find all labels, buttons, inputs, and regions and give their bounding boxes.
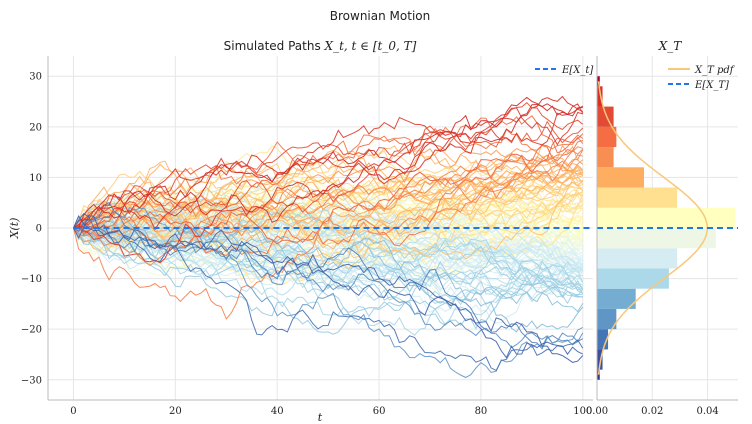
terminal-x-tick-label: 0.00 — [586, 406, 608, 417]
histogram-bar — [597, 147, 614, 168]
paths-axes: 0 20 40 60 80 100 −30 −20 −10 0 10 20 30 — [21, 56, 593, 417]
paths-title-math: X_t, t ∈ [t_0, T] — [324, 39, 417, 53]
path-line — [73, 148, 584, 243]
histogram-bar — [597, 126, 617, 148]
histogram-bar — [597, 167, 644, 188]
path-line — [73, 227, 584, 293]
histogram-bar — [597, 187, 678, 208]
terminal-legend-mean-label: E[X_T] — [694, 80, 729, 91]
path-line — [73, 220, 584, 313]
path-line — [73, 107, 583, 229]
path-line — [73, 227, 583, 330]
histogram-bar — [597, 349, 603, 370]
paths-x-tick-label: 0 — [70, 406, 76, 417]
path-line — [73, 149, 583, 229]
paths-y-tick-label: −30 — [21, 375, 42, 386]
terminal-histogram — [597, 76, 736, 380]
terminal-x-tick-label: 0.02 — [641, 406, 663, 417]
histogram-bar — [597, 369, 600, 380]
terminal-x-tick-label: 0.04 — [696, 406, 718, 417]
path-line — [73, 103, 583, 229]
paths-x-tick-label: 80 — [475, 406, 488, 417]
histogram-bar — [597, 228, 716, 249]
simulated-paths — [73, 95, 584, 379]
histogram-bar — [597, 76, 600, 87]
terminal-legend-pdf-label: X_T pdf — [694, 65, 736, 76]
path-line — [73, 145, 583, 229]
path-line — [73, 95, 584, 231]
terminal-axes: 0.00 0.02 0.04 — [586, 56, 738, 417]
path-line — [73, 172, 583, 250]
histogram-bar — [597, 106, 614, 127]
histogram-bar — [597, 329, 609, 350]
paths-panel: 0 20 40 60 80 100 −30 −20 −10 0 10 20 30 Simulated P… — [8, 39, 593, 424]
paths-legend-mean-label: E[X_t] — [561, 65, 593, 76]
path-line — [73, 227, 583, 335]
paths-y-tick-label: 20 — [29, 122, 42, 133]
path-line — [73, 126, 584, 238]
histogram-bar — [597, 207, 736, 228]
histogram-bar — [597, 288, 636, 309]
path-line — [73, 146, 583, 320]
path-line — [73, 148, 584, 237]
paths-ylabel: X(t) — [8, 218, 21, 240]
paths-x-tick-label: 60 — [373, 406, 386, 417]
path-line — [73, 133, 584, 245]
histogram-bar — [597, 268, 669, 289]
terminal-legend: X_T pdf E[X_T] — [668, 65, 736, 91]
paths-y-tick-label: −20 — [21, 325, 42, 336]
path-line — [73, 149, 584, 267]
path-line — [73, 163, 583, 229]
paths-x-tick-label: 40 — [271, 406, 284, 417]
path-line — [73, 144, 584, 231]
paths-y-tick-label: 0 — [36, 224, 42, 235]
path-line — [73, 120, 584, 232]
paths-title-text: Simulated Paths — [224, 39, 325, 53]
paths-y-tick-label: 10 — [29, 173, 42, 184]
histogram-bar — [597, 86, 603, 107]
path-line — [73, 225, 584, 304]
terminal-panel: 0.00 0.02 0.04 X_T X_T pdf E[X_T] — [586, 39, 738, 417]
paths-y-tick-label: −10 — [21, 274, 42, 285]
path-line — [73, 215, 584, 363]
path-line — [73, 158, 584, 254]
path-line — [73, 220, 584, 296]
path-line — [73, 208, 584, 294]
paths-x-tick-label: 100 — [573, 406, 592, 417]
histogram-bar — [597, 308, 617, 330]
path-line — [73, 163, 583, 243]
paths-xlabel: t — [318, 411, 323, 424]
paths-y-tick-label: 30 — [29, 72, 42, 83]
path-line — [73, 198, 584, 290]
paths-title: Simulated Paths X_t, t ∈ [t_0, T] — [224, 39, 417, 53]
path-line — [73, 96, 584, 229]
path-line — [73, 201, 584, 350]
paths-legend: E[X_t] — [535, 65, 593, 76]
path-line — [73, 163, 583, 244]
path-line — [73, 147, 584, 238]
path-line — [73, 164, 584, 253]
path-line — [73, 226, 584, 280]
figure-suptitle: Brownian Motion — [330, 9, 430, 23]
path-line — [73, 178, 584, 270]
histogram-bar — [597, 248, 678, 269]
paths-x-tick-label: 20 — [169, 406, 182, 417]
terminal-title: X_T — [658, 39, 683, 53]
path-line — [73, 224, 583, 281]
path-line — [73, 213, 584, 372]
